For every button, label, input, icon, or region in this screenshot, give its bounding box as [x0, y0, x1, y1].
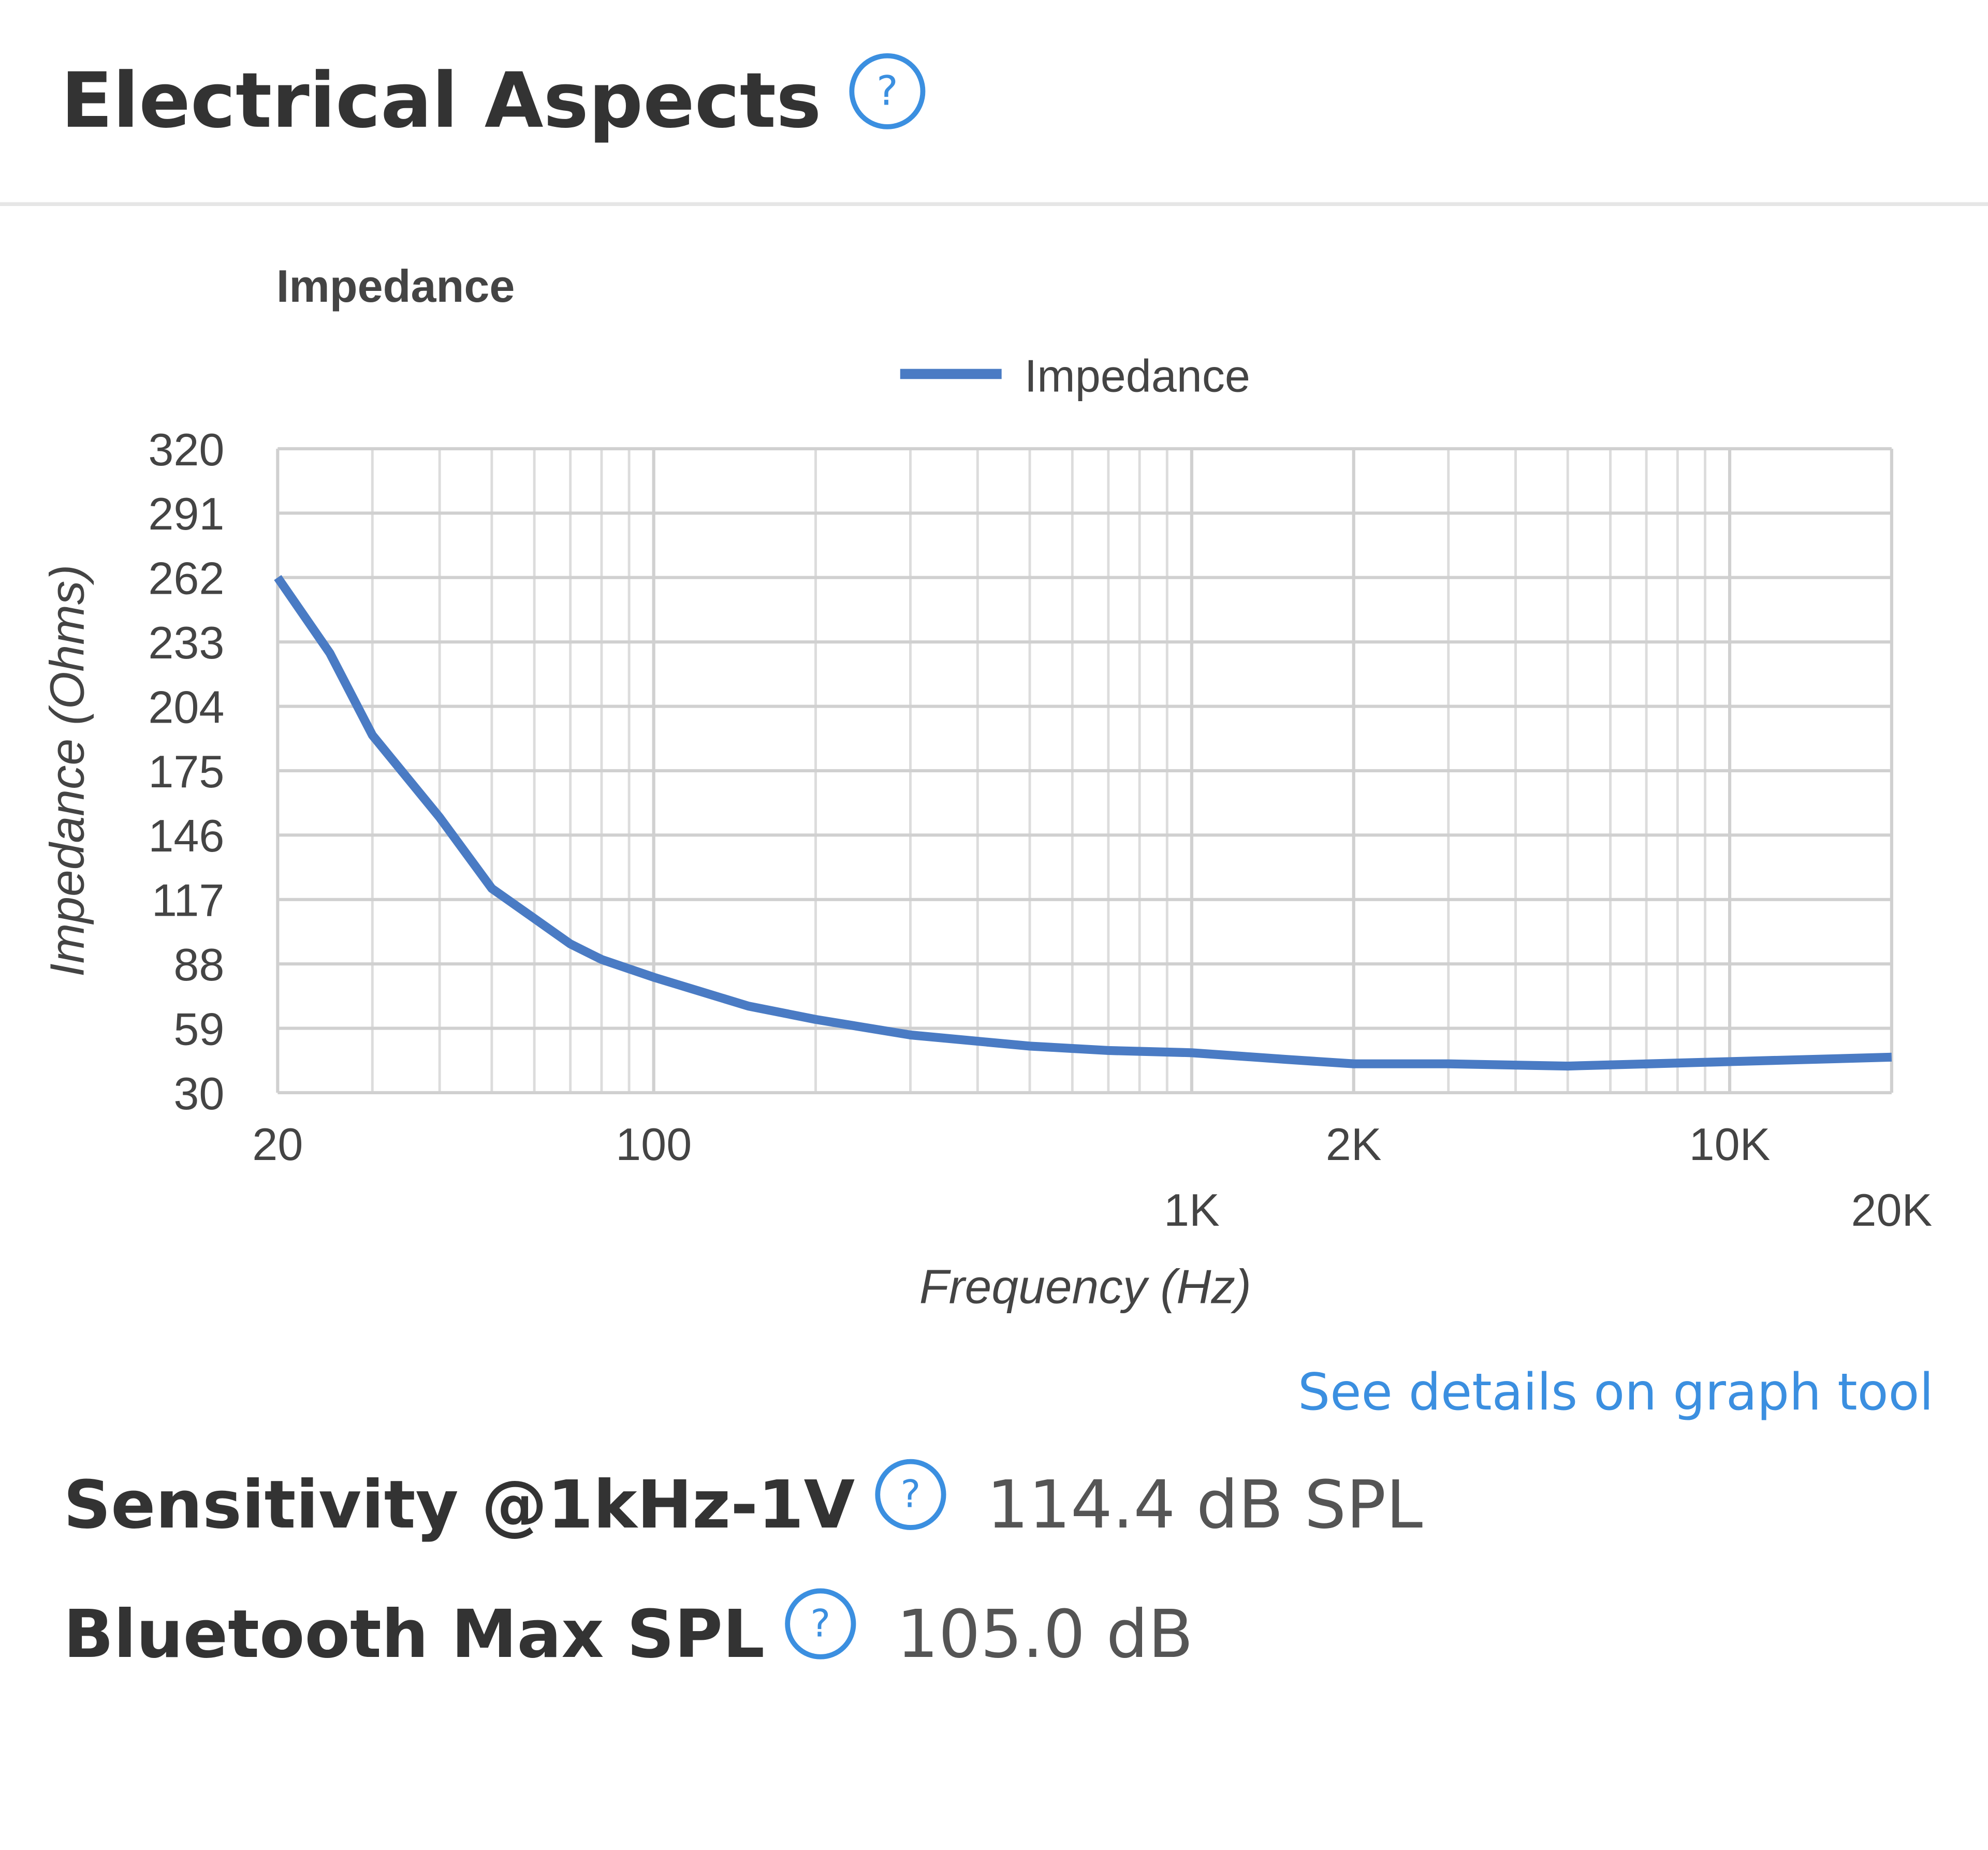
y-tick-label: 291 [148, 488, 224, 539]
spec-label: Sensitivity @1kHz-1V [63, 1467, 855, 1544]
y-tick-label: 146 [148, 810, 224, 861]
help-glyph: ? [810, 1602, 830, 1646]
x-tick-label: 20K [1851, 1184, 1932, 1236]
x-tick-label: 100 [616, 1119, 692, 1170]
chart: 30 59 88 117 146 175 204 233 262 291 320 20 100 1K 2K 1… [148, 350, 1932, 1236]
help-circle [785, 1588, 856, 1660]
help-icon[interactable]: ? [785, 1588, 856, 1660]
spec-value: 105.0 dB [897, 1596, 1193, 1673]
y-tick-label: 30 [173, 1068, 224, 1119]
help-circle [875, 1459, 946, 1530]
legend-label: Impedance [1025, 350, 1250, 402]
y-tick-label: 175 [148, 746, 224, 797]
spec-label: Bluetooth Max SPL [63, 1596, 765, 1673]
y-axis-label: Impedance (Ohms) [40, 565, 94, 977]
chart-title: Impedance [276, 260, 515, 312]
specs: Sensitivity @1kHz-1V 114.4 dB SPL Bluetoot… [63, 1467, 1423, 1673]
y-tick-label: 233 [148, 617, 224, 668]
spec-value: 114.4 dB SPL [987, 1467, 1423, 1544]
y-tick-label: 262 [148, 553, 224, 604]
help-icon[interactable]: ? [875, 1459, 946, 1530]
help-glyph: ? [901, 1473, 921, 1517]
graph-tool-link[interactable]: See details on graph tool [1298, 1363, 1934, 1422]
y-tick-label: 88 [173, 939, 224, 990]
section-title: Electrical Aspects [61, 56, 822, 145]
help-glyph: ? [876, 67, 898, 114]
x-tick-label: 20 [252, 1119, 303, 1170]
x-axis-label: Frequency (Hz) [919, 1260, 1251, 1314]
impedance-line [274, 575, 1892, 1071]
y-tick-label: 204 [148, 681, 224, 732]
help-circle [849, 53, 926, 129]
help-icon[interactable]: ? [849, 53, 926, 129]
x-tick-label: 2K [1326, 1119, 1382, 1170]
y-tick-label: 117 [152, 875, 225, 926]
x-tick-label: 10K [1689, 1119, 1771, 1170]
y-tick-label: 59 [173, 1003, 224, 1054]
x-tick-label: 1K [1164, 1184, 1220, 1236]
y-tick-label: 320 [148, 424, 224, 475]
